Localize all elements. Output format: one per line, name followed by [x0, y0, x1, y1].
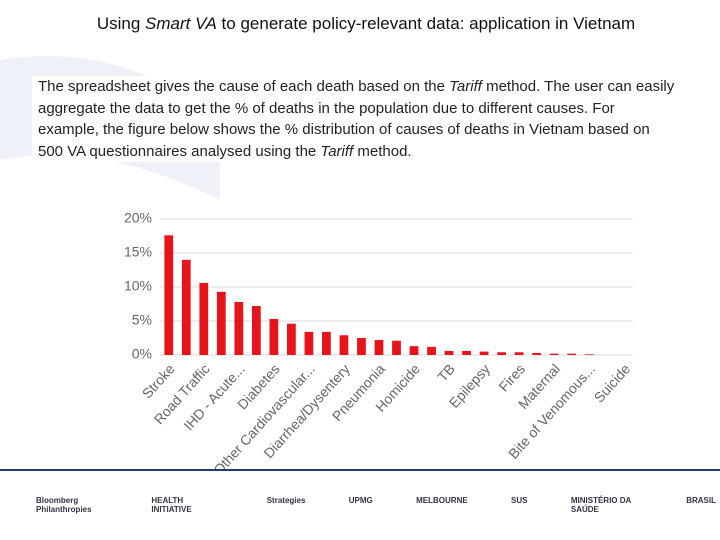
bar — [164, 235, 174, 355]
bar — [287, 323, 296, 355]
bar — [251, 306, 261, 355]
bar — [199, 282, 209, 355]
text: The spreadsheet gives the cause of each … — [38, 78, 450, 95]
logos: Bloomberg Philanthropies HEALTH INITIATIV… — [36, 496, 716, 514]
logo: UPMG — [348, 496, 373, 505]
logo: MELBOURNE — [416, 496, 468, 505]
bar — [532, 352, 542, 355]
y-tick-label: 0% — [132, 346, 152, 362]
bar — [234, 301, 244, 355]
bar — [304, 331, 314, 355]
chart-background — [93, 207, 650, 469]
bar — [357, 338, 366, 355]
bar — [374, 340, 384, 355]
bar — [339, 335, 349, 355]
logo: SUS — [511, 496, 528, 505]
bar — [514, 352, 524, 355]
y-tick-label: 10% — [124, 278, 152, 294]
text: Tariff — [320, 142, 354, 160]
logo: MINISTÉRIO DA SAÚDE — [570, 496, 632, 514]
text: method. — [353, 142, 412, 160]
bar — [409, 346, 419, 355]
title-text: Using — [96, 14, 146, 33]
bar — [392, 340, 401, 355]
bar — [549, 353, 559, 355]
text: Tariff — [449, 78, 482, 95]
bar — [322, 331, 331, 355]
title-text: Smart VA — [145, 14, 217, 33]
bar — [497, 352, 506, 355]
logo: Bloomberg Philanthropies — [36, 496, 92, 514]
logo: HEALTH INITIATIVE — [151, 496, 192, 514]
bar — [181, 259, 191, 355]
logo: Strategies — [266, 496, 306, 505]
y-tick-label: 5% — [132, 312, 152, 328]
bar — [216, 291, 226, 355]
bar — [584, 354, 594, 355]
text: method. The user can easily aggregate th… — [38, 78, 675, 160]
bar — [427, 346, 436, 355]
divider — [0, 469, 720, 471]
bar — [444, 350, 454, 355]
y-tick-label: 15% — [124, 244, 152, 260]
bar — [462, 350, 471, 355]
title: Using Smart VA to generate policy-releva… — [60, 12, 672, 36]
bar — [269, 318, 279, 355]
title-text: to generate policy-relevant data: applic… — [216, 14, 636, 33]
y-tick-label: 20% — [124, 210, 152, 226]
bar — [567, 353, 577, 355]
body-text: The spreadsheet gives the cause of each … — [32, 76, 684, 162]
bar — [479, 351, 489, 355]
logo: BRASIL — [686, 496, 716, 505]
